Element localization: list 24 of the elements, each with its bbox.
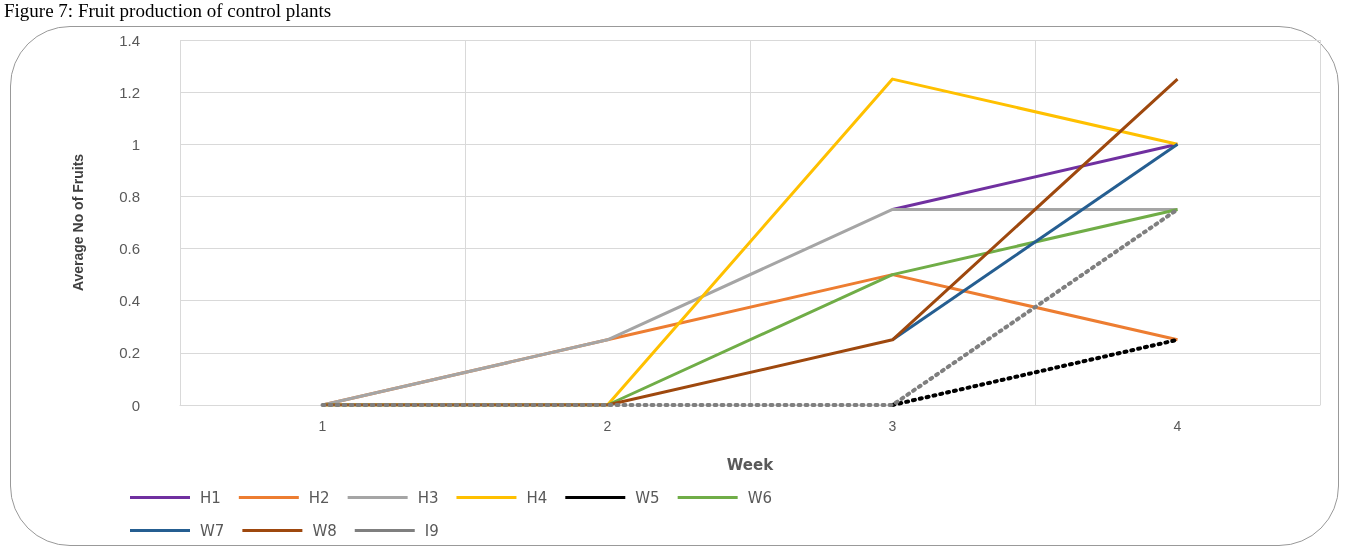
legend-label: W7 bbox=[200, 521, 225, 540]
x-tick-label: 4 bbox=[1173, 418, 1182, 434]
legend-label: I9 bbox=[424, 521, 439, 540]
y-tick-label: 0.6 bbox=[119, 240, 140, 258]
y-tick-label: 1.4 bbox=[119, 31, 140, 49]
y-tick-label: 0 bbox=[131, 396, 140, 414]
legend-label: W8 bbox=[312, 521, 337, 540]
y-tick-label: 1 bbox=[131, 135, 140, 153]
legend-label: H1 bbox=[200, 488, 221, 507]
legend-label: W6 bbox=[747, 488, 773, 507]
x-tick-label: 1 bbox=[318, 418, 327, 434]
y-axis-title: Average No of Fruits bbox=[70, 153, 86, 292]
legend-label: H4 bbox=[526, 488, 548, 507]
legend-label: W5 bbox=[635, 488, 660, 507]
chart-title: Figure 7: Fruit production of control plants bbox=[3, 0, 333, 23]
y-tick-label: 0.4 bbox=[119, 292, 140, 310]
x-axis-title: Week bbox=[726, 455, 775, 474]
legend-label: H2 bbox=[308, 488, 330, 507]
legend-label: H3 bbox=[417, 488, 439, 507]
x-tick-label: 3 bbox=[888, 418, 897, 434]
x-tick-label: 2 bbox=[603, 418, 612, 434]
y-tick-label: 1.2 bbox=[119, 83, 140, 101]
y-tick-label: 0.8 bbox=[119, 187, 140, 205]
y-tick-label: 0.2 bbox=[119, 344, 140, 362]
